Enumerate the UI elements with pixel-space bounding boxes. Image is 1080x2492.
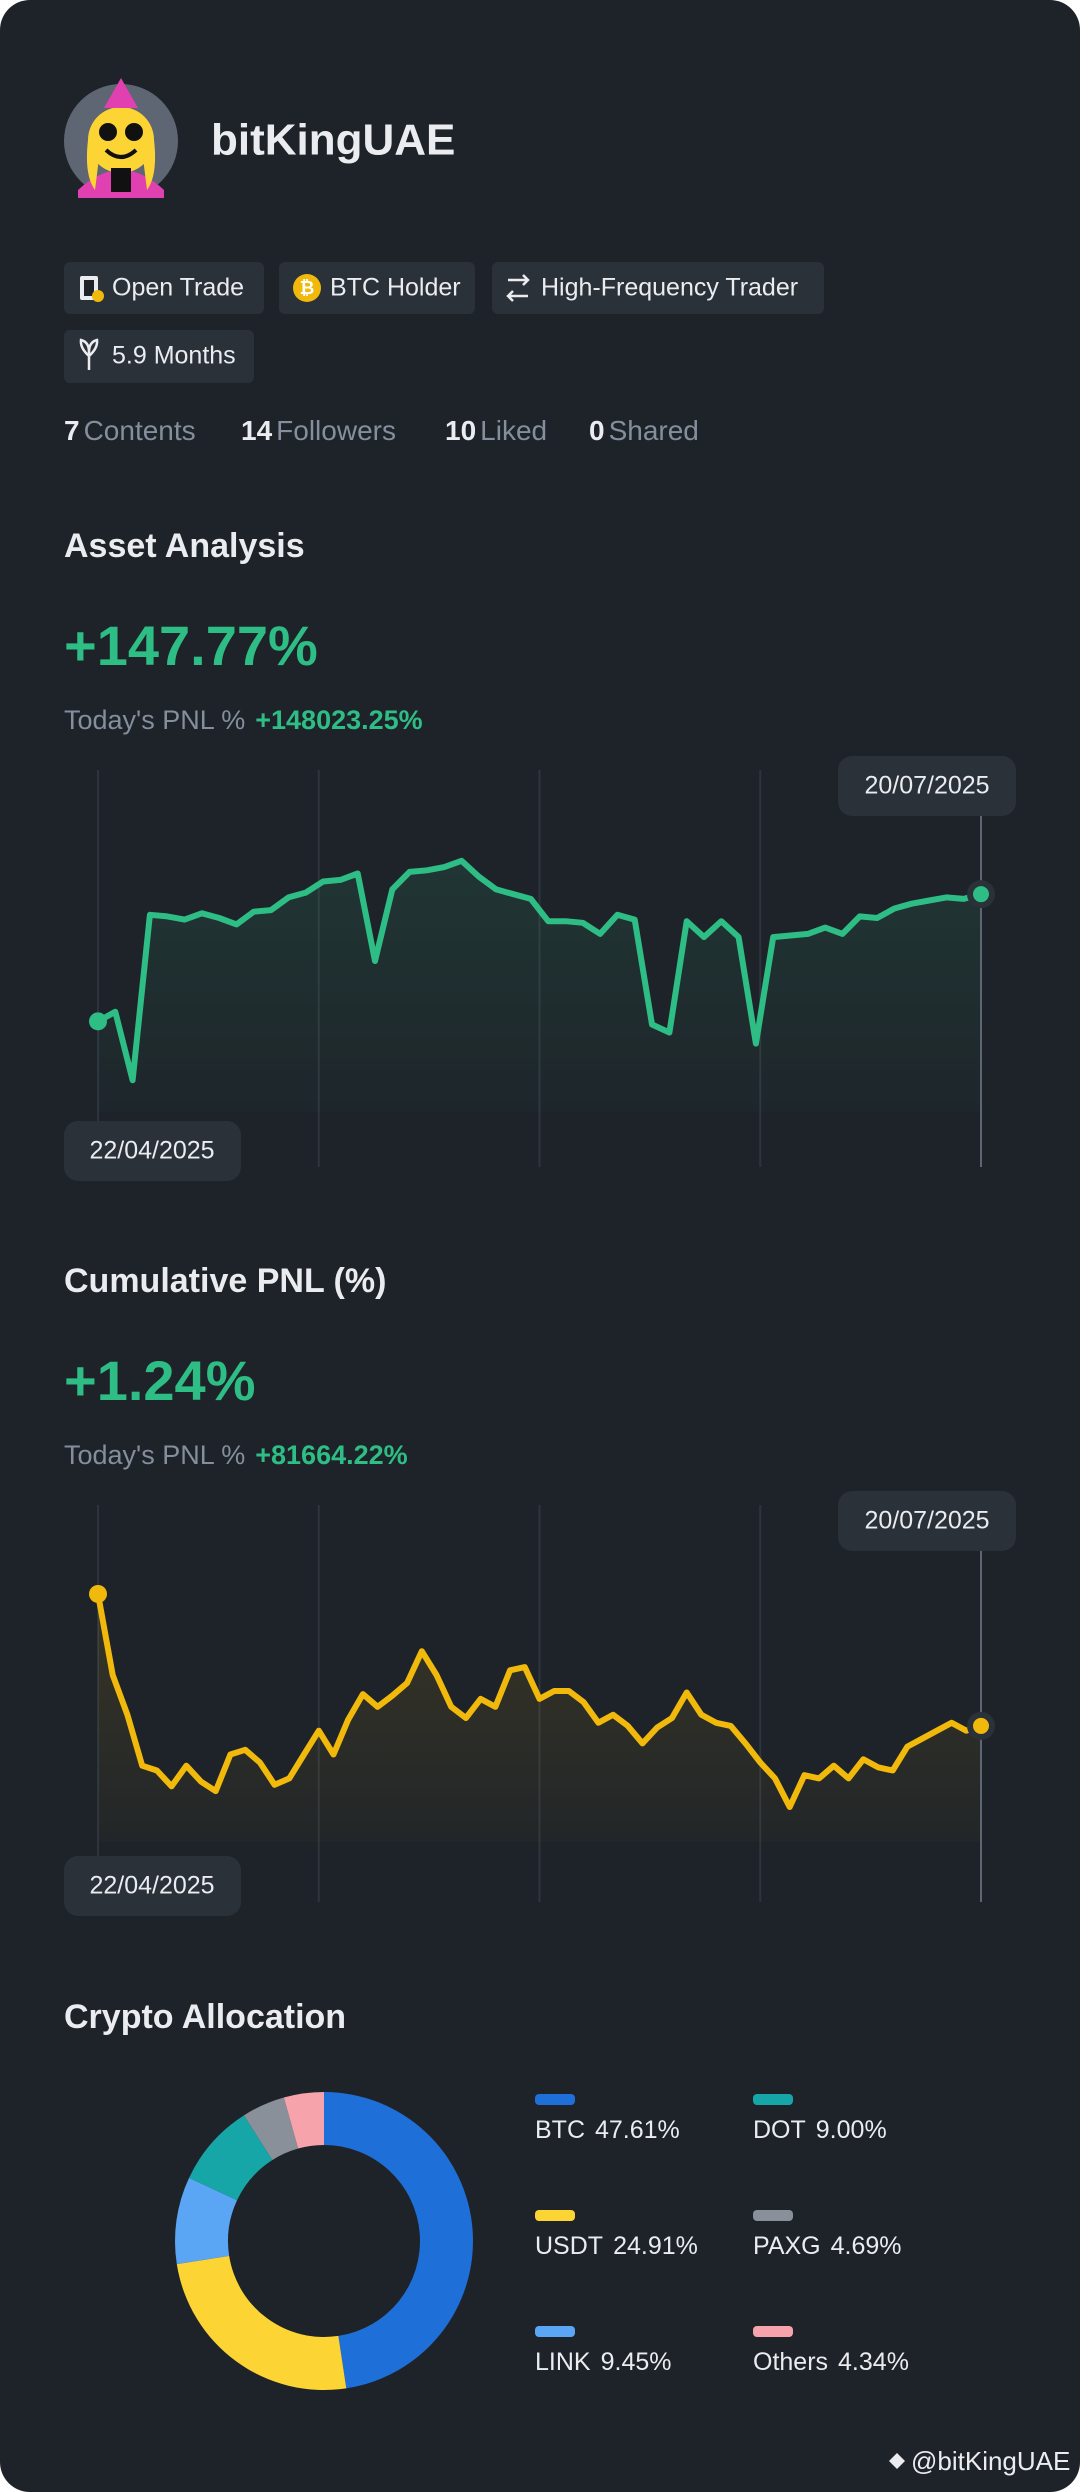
date-box	[64, 1856, 241, 1916]
end-date: 20/07/2025	[864, 1507, 989, 1535]
pnl-label: Today's PNL %	[64, 1440, 245, 1470]
svg-text:₿: ₿	[300, 278, 315, 298]
date-box	[64, 1121, 241, 1181]
section-title: Crypto Allocation	[64, 1998, 346, 2036]
badge[interactable]: High-Frequency Trader	[492, 262, 824, 314]
line	[96, 857, 982, 1084]
badge-label: Open Trade	[112, 274, 244, 302]
legend-value: 47.61%	[595, 2116, 680, 2144]
stat[interactable]: 0 Shared	[589, 415, 699, 446]
stat[interactable]: 14 Followers	[241, 415, 396, 446]
start-point	[89, 1012, 107, 1031]
stat-label: Shared	[609, 415, 699, 446]
legend-label: Others	[753, 2348, 828, 2376]
legend-label: PAXG	[753, 2232, 821, 2260]
legend-swatch	[535, 2210, 575, 2221]
legend-value: 4.34%	[838, 2348, 909, 2376]
end-point	[973, 1717, 989, 1734]
badge-label: 5.9 Months	[112, 342, 236, 370]
legend-entry: PAXG 4.69%	[753, 2232, 902, 2260]
legend-swatch	[753, 2326, 793, 2337]
legend-value: 9.45%	[601, 2348, 672, 2376]
watermark: @bitKingUAE	[889, 2446, 1070, 2476]
donut-segment	[243, 2097, 299, 2161]
legend-entry: BTC 47.61%	[535, 2116, 680, 2144]
stat[interactable]: 7 Contents	[64, 415, 196, 446]
stat-label: Liked	[480, 415, 547, 446]
donut-segment	[189, 2115, 273, 2201]
legend-entry: DOT 9.00%	[753, 2116, 887, 2144]
donut-segment	[176, 2255, 347, 2390]
area	[98, 860, 981, 1112]
legend-swatch	[535, 2326, 575, 2337]
stat-value: 7	[64, 415, 80, 446]
legend-label: BTC	[535, 2116, 585, 2144]
pnl-label: Today's PNL %	[64, 705, 245, 735]
legend-value: 24.91%	[613, 2232, 698, 2260]
legend-swatch	[535, 2094, 575, 2105]
username: bitKingUAE	[211, 116, 455, 165]
section-title: Cumulative PNL (%)	[64, 1262, 386, 1300]
legend-swatch	[753, 2094, 793, 2105]
end-point	[973, 886, 989, 903]
stat-value: 14	[241, 415, 273, 446]
line	[95, 1593, 982, 1810]
badge[interactable]: Open Trade	[64, 262, 264, 314]
donut-segment	[283, 2092, 324, 2149]
stat[interactable]: 10 Liked	[445, 415, 547, 446]
headline-value: +1.24%	[64, 1349, 256, 1412]
pnl-line: Today's PNL % +148023.25%	[64, 705, 423, 735]
stat-value: 0	[589, 415, 605, 446]
stat-label: Contents	[84, 415, 196, 446]
section-title: Asset Analysis	[64, 527, 305, 565]
legend-swatch	[753, 2210, 793, 2221]
start-date: 22/04/2025	[89, 1137, 214, 1165]
legend-label: USDT	[535, 2232, 603, 2260]
start-point	[89, 1584, 107, 1603]
legend-label: DOT	[753, 2116, 806, 2144]
legend-entry: USDT 24.91%	[535, 2232, 698, 2260]
donut-segment	[324, 2092, 473, 2389]
area	[98, 1594, 981, 1842]
date-box	[838, 1491, 1016, 1551]
legend-value: 4.69%	[831, 2232, 902, 2260]
end-date: 20/07/2025	[864, 772, 989, 800]
badge[interactable]: 5.9 Months	[64, 330, 254, 383]
badge-label: BTC Holder	[330, 274, 461, 302]
avatar[interactable]	[64, 78, 178, 198]
legend-entry: LINK 9.45%	[535, 2348, 671, 2376]
start-date: 22/04/2025	[89, 1872, 214, 1900]
stat-value: 10	[445, 415, 476, 446]
badge-label: High-Frequency Trader	[541, 274, 798, 302]
badge[interactable]: ₿ BTC Holder	[279, 262, 475, 314]
headline-value: +147.77%	[64, 614, 318, 677]
legend-label: LINK	[535, 2348, 591, 2376]
legend-value: 9.00%	[816, 2116, 887, 2144]
pnl-line: Today's PNL % +81664.22%	[64, 1440, 408, 1470]
stat-label: Followers	[276, 415, 396, 446]
date-box	[838, 756, 1016, 816]
pnl-value: +81664.22%	[255, 1440, 407, 1470]
donut-segment	[175, 2177, 238, 2265]
watermark-text: @bitKingUAE	[911, 2446, 1070, 2476]
legend-entry: Others 4.34%	[753, 2348, 909, 2376]
pnl-value: +148023.25%	[255, 705, 422, 735]
